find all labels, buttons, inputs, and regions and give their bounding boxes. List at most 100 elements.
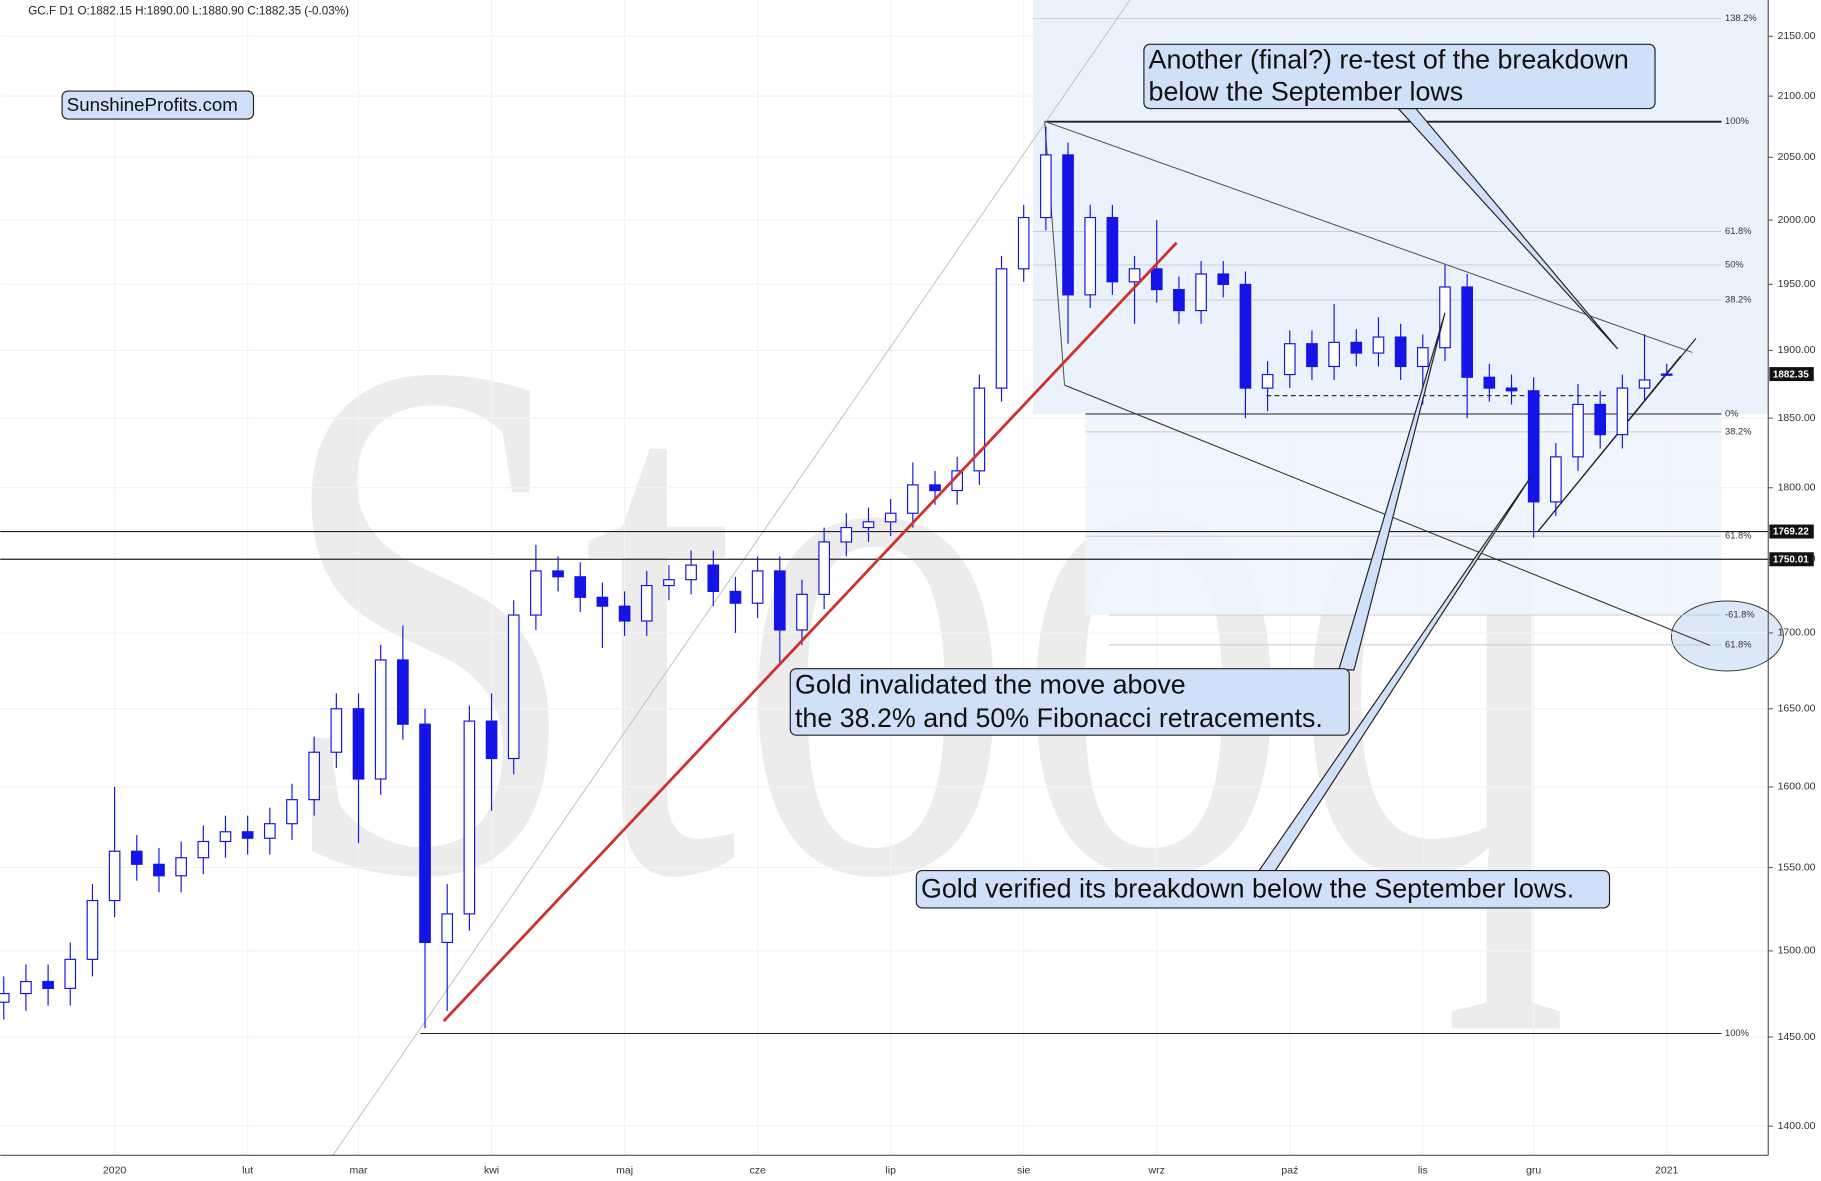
candle-body [241, 831, 254, 839]
candle-body [1660, 373, 1673, 376]
candle-body [906, 484, 919, 514]
candle-body [796, 593, 808, 631]
candle-body [1394, 336, 1407, 368]
candle-body [463, 720, 476, 915]
candle-body [42, 980, 54, 989]
callout-text: the 38.2% and 50% Fibonacci retracements… [795, 703, 1323, 733]
candle-body [1306, 343, 1318, 368]
fib-label: 50% [1725, 259, 1744, 269]
plot-layer [0, 0, 1773, 1156]
candle-body [640, 584, 653, 622]
highlight-ellipse [1670, 600, 1784, 672]
candle-body [1483, 376, 1496, 389]
candle-body [1128, 268, 1141, 283]
x-tick-label: sie [1017, 1164, 1031, 1176]
candle-body [485, 720, 498, 760]
y-tick-label: 1850.00 [1778, 412, 1816, 424]
candle-body [130, 850, 143, 865]
candle-body [374, 659, 387, 780]
price-marker-label: 1882.35 [1773, 369, 1809, 380]
candle-body [86, 899, 99, 960]
candle-body [1040, 154, 1052, 219]
candle-body [818, 541, 830, 595]
x-tick-label: wrz [1148, 1164, 1165, 1176]
y-tick-label: 1700.00 [1778, 627, 1816, 639]
candle-body [441, 913, 454, 943]
candle-body [1328, 341, 1340, 368]
candle-body [1062, 154, 1074, 296]
candle-body [995, 268, 1008, 389]
x-tick-label: kwi [484, 1164, 499, 1176]
candle-body [1550, 456, 1562, 503]
callout-box [915, 869, 1611, 909]
candle-body [219, 831, 232, 843]
channel-line [1044, 120, 1693, 353]
candle-body [773, 570, 786, 631]
x-tick-label: maj [616, 1164, 633, 1176]
candle-body [1217, 273, 1230, 285]
x-tick-label: mar [349, 1164, 368, 1176]
callout-box [61, 90, 255, 120]
y-tick-label: 1950.00 [1778, 278, 1816, 290]
candle-body [1461, 286, 1473, 378]
fib-label: 100% [1725, 116, 1749, 126]
candle-body [397, 659, 409, 725]
candle-body [596, 596, 609, 607]
candle-body [552, 570, 564, 578]
x-tick-label: 2020 [103, 1164, 127, 1176]
candle-body [263, 823, 276, 839]
candle-body [1439, 286, 1451, 349]
candle-body [1106, 216, 1119, 283]
candle-body [1195, 273, 1207, 312]
callout-text: Gold verified its breakdown below the Se… [921, 874, 1574, 904]
y-tick-label: 1600.00 [1778, 781, 1816, 793]
x-tick-label: lut [242, 1164, 253, 1176]
callout-text: Gold invalidated the move above [795, 670, 1186, 700]
candle-body [64, 958, 77, 989]
candle-body [197, 840, 210, 859]
candle-body [884, 512, 897, 523]
y-tick-label: 2150.00 [1778, 30, 1816, 42]
candle-body [1239, 283, 1252, 389]
candle-body [663, 579, 675, 587]
candle-body [1594, 403, 1607, 436]
candle-body [1350, 341, 1363, 354]
fib-label: 0% [1725, 408, 1738, 418]
fib-label: 61.8% [1725, 531, 1751, 541]
candle-body [530, 570, 542, 616]
y-tick-label: 2000.00 [1778, 214, 1816, 226]
candle-body [0, 992, 10, 1003]
candle-body [1638, 379, 1651, 389]
price-marker-label: 1769.22 [1773, 527, 1809, 538]
y-tick-label: 1400.00 [1778, 1120, 1816, 1132]
fib-label: 38.2% [1725, 426, 1751, 436]
y-tick-label: 1900.00 [1778, 344, 1816, 356]
candle-body [574, 576, 587, 598]
candle-body [153, 863, 165, 877]
candle-body [1173, 289, 1185, 312]
triangle-line [1537, 355, 1682, 532]
x-tick-label: 2021 [1655, 1164, 1679, 1176]
fib-label: -61.8% [1725, 610, 1755, 620]
candle-body [108, 850, 121, 902]
callout-box [1143, 43, 1656, 110]
candle-body [1150, 268, 1163, 291]
candle-body [1017, 216, 1030, 270]
candle-body [929, 484, 941, 492]
candle-body [1261, 373, 1274, 389]
y-tick-label: 1550.00 [1778, 861, 1816, 873]
price-marker [1769, 552, 1814, 567]
x-tick-label: gru [1526, 1164, 1541, 1176]
candle-body [20, 980, 32, 995]
x-tick-label: lis [1418, 1164, 1428, 1176]
y-tick-label: 2100.00 [1778, 90, 1816, 102]
candle-body [1084, 216, 1097, 296]
fib-label: 38.2% [1725, 295, 1751, 305]
candle-body [1572, 403, 1584, 458]
callout-box [789, 668, 1350, 736]
candle-body [308, 751, 320, 801]
callout-text: below the September lows [1149, 77, 1464, 107]
callout-text: SunshineProfits.com [67, 94, 238, 115]
